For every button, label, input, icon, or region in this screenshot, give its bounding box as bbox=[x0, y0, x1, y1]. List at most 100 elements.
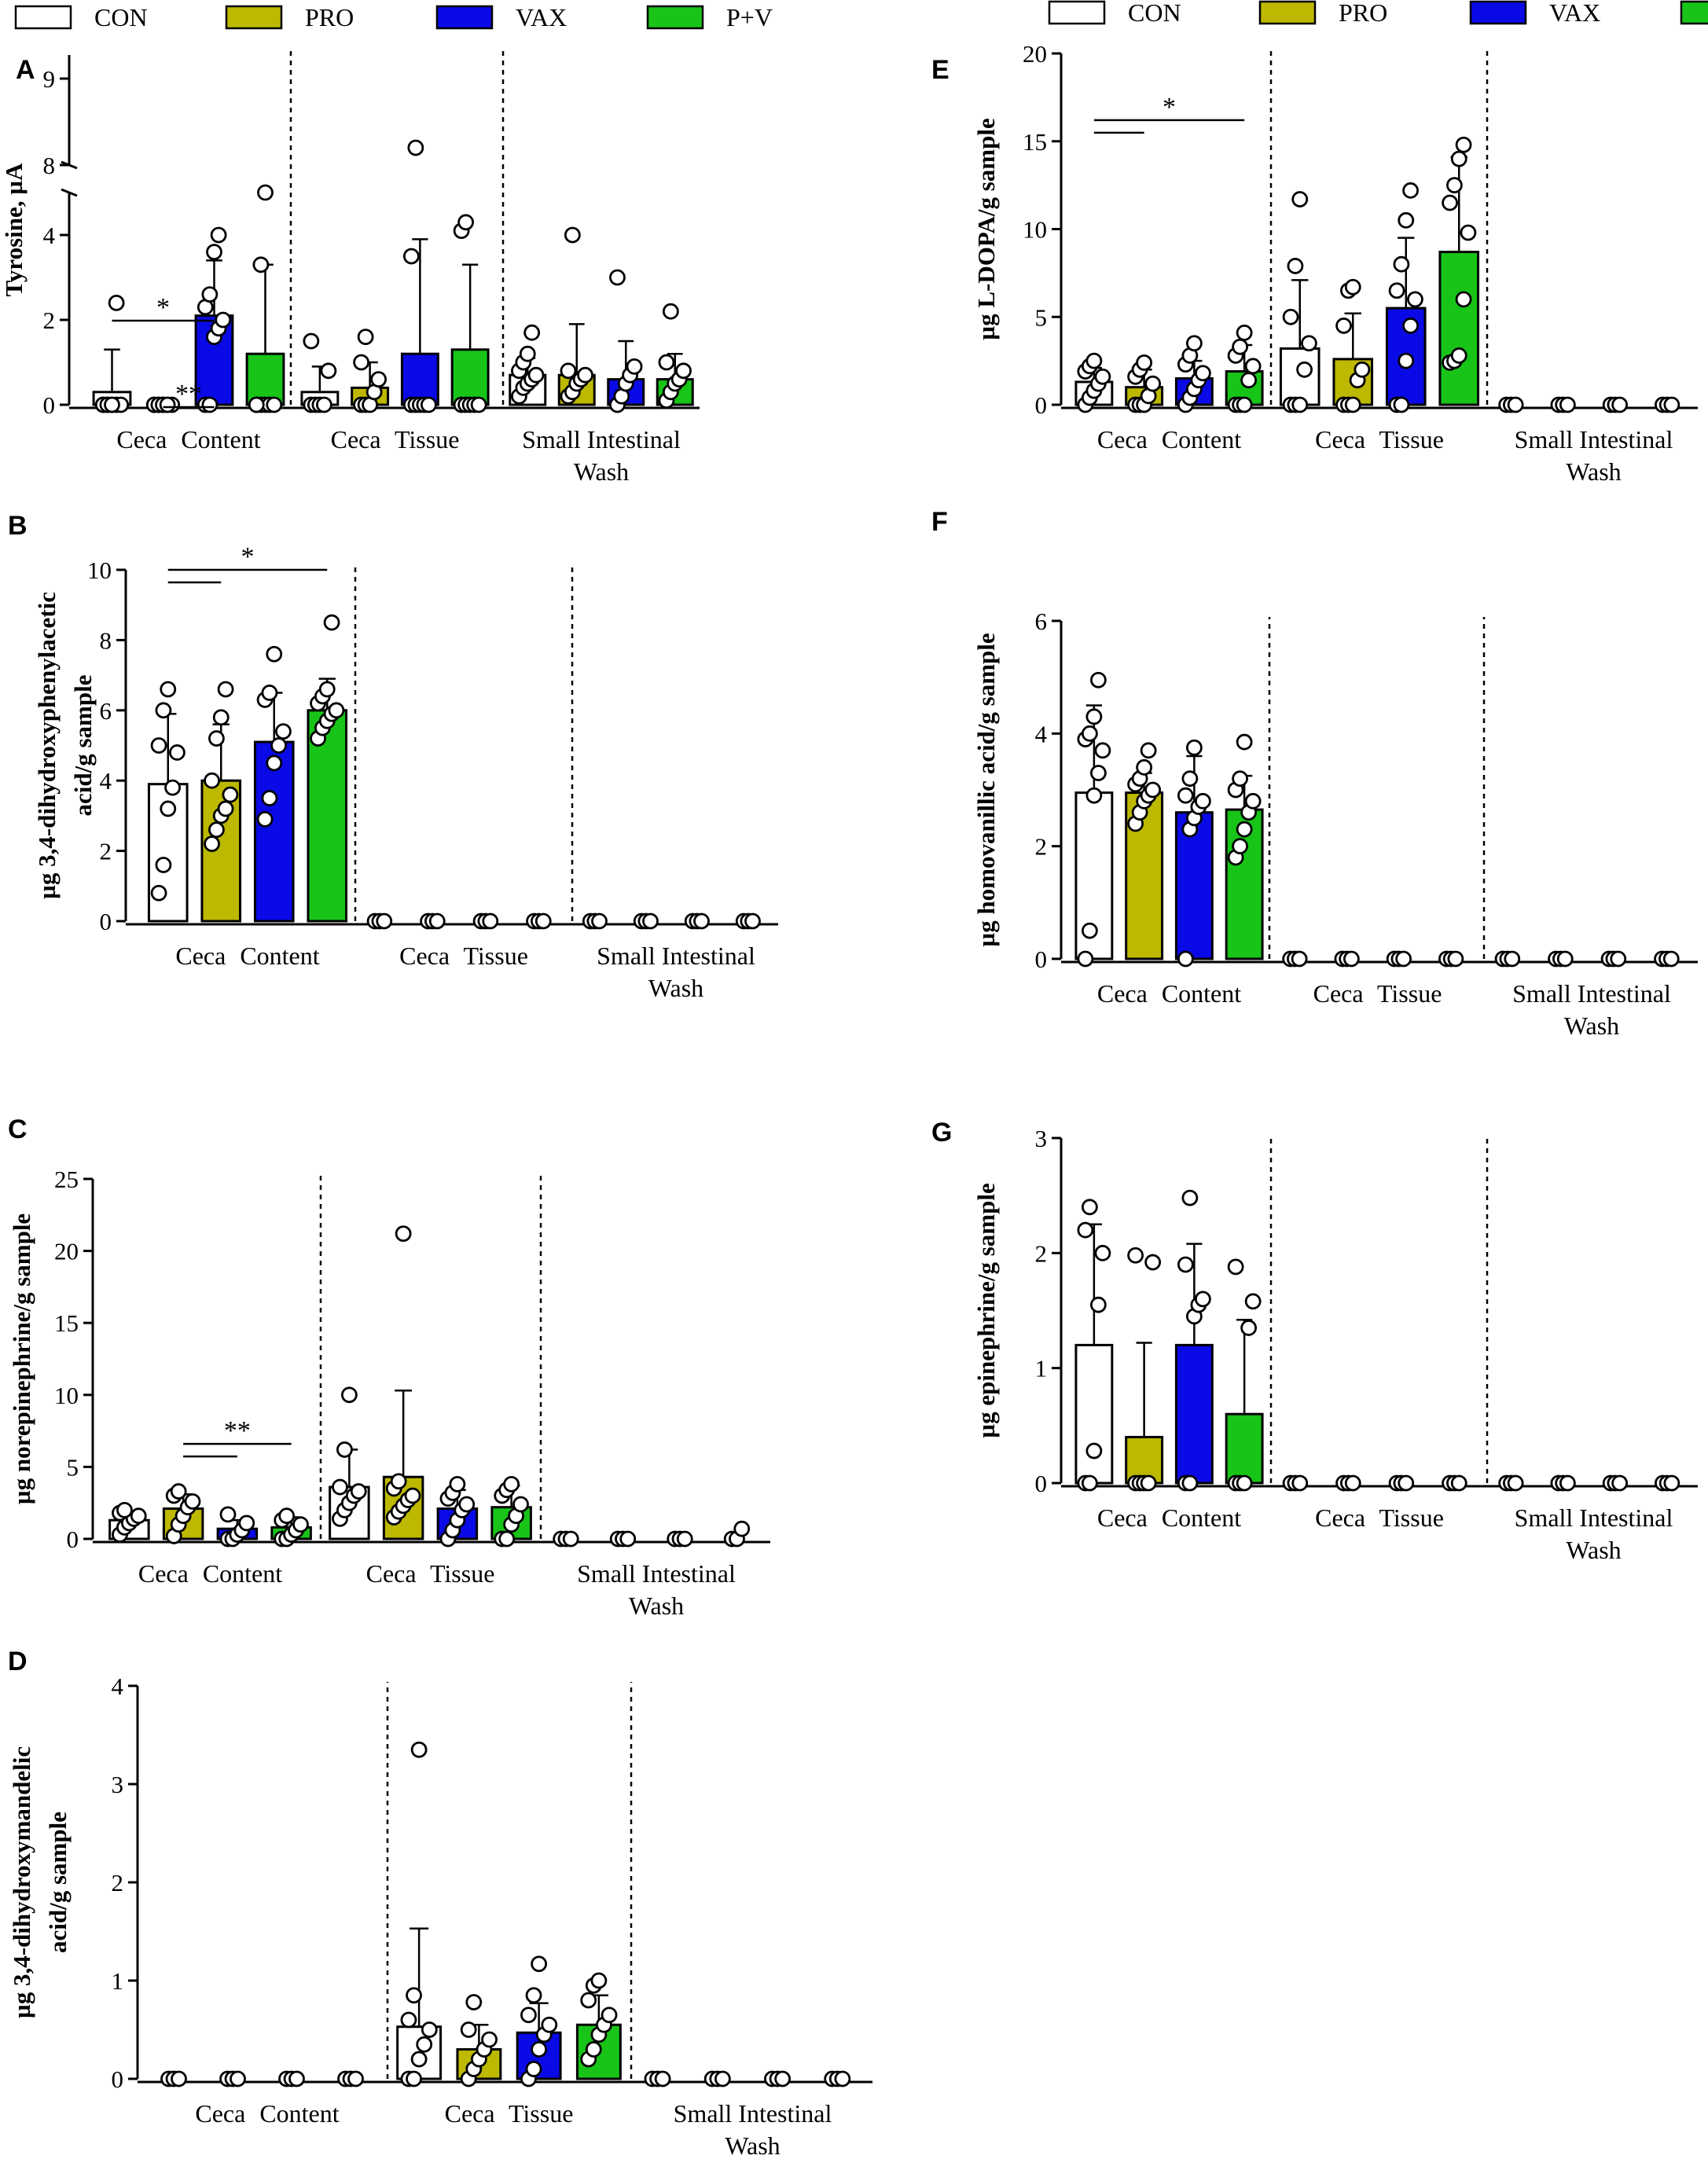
data-point bbox=[449, 1475, 466, 1493]
data-point bbox=[315, 396, 332, 413]
panel-a: A 0 2 4 8 9 Tyrosine, µA Ceca Content Ceca Tissu… bbox=[0, 51, 700, 486]
bar-ppv bbox=[1225, 1412, 1264, 1485]
group-label: Ceca Content bbox=[175, 942, 319, 970]
data-point bbox=[1077, 950, 1094, 968]
data-point bbox=[1181, 1474, 1199, 1492]
data-point bbox=[1388, 282, 1405, 299]
y-tick-label: 2 bbox=[100, 838, 112, 865]
data-point bbox=[1185, 335, 1203, 352]
y-tick-label: 4 bbox=[100, 767, 112, 795]
data-point bbox=[609, 269, 626, 286]
data-point bbox=[357, 329, 374, 346]
data-point bbox=[1236, 396, 1253, 413]
data-point bbox=[266, 755, 283, 772]
data-point bbox=[693, 912, 710, 930]
data-point bbox=[1232, 838, 1249, 855]
data-point bbox=[591, 912, 608, 930]
data-point bbox=[675, 362, 692, 380]
data-point bbox=[340, 1386, 358, 1404]
legend-swatch-vax bbox=[435, 5, 494, 30]
data-point bbox=[527, 366, 545, 384]
data-point bbox=[1301, 335, 1317, 352]
data-point bbox=[1291, 1474, 1309, 1492]
data-point bbox=[150, 884, 167, 901]
data-point bbox=[410, 1741, 428, 1758]
group-ceca-content bbox=[92, 184, 285, 413]
y-tick-label: 0 bbox=[1035, 945, 1048, 973]
data-point bbox=[261, 685, 278, 701]
data-point bbox=[1094, 742, 1111, 759]
data-point bbox=[1446, 177, 1463, 194]
data-point bbox=[1611, 1474, 1629, 1492]
data-point bbox=[1236, 821, 1253, 838]
data-point bbox=[1460, 224, 1477, 241]
y-tick-label: 15 bbox=[54, 1309, 79, 1337]
data-point bbox=[1127, 1247, 1144, 1264]
data-point bbox=[1085, 708, 1103, 725]
data-point bbox=[208, 730, 225, 747]
data-point bbox=[400, 2011, 417, 2029]
data-point bbox=[1232, 338, 1249, 355]
data-point bbox=[1081, 725, 1098, 742]
data-point bbox=[1177, 950, 1194, 968]
y-tick-label: 2 bbox=[112, 1869, 124, 1896]
group-label: Ceca Tissue bbox=[1315, 425, 1444, 453]
y-tick-label: 5 bbox=[1035, 303, 1048, 331]
data-point bbox=[1181, 1189, 1199, 1206]
data-point bbox=[1089, 671, 1107, 688]
legend-label-pro: PRO bbox=[1339, 0, 1387, 27]
group-label: Small Intestinal bbox=[1515, 425, 1673, 453]
data-point bbox=[1662, 950, 1680, 968]
data-point bbox=[406, 1987, 422, 2004]
data-point bbox=[525, 1987, 542, 2004]
data-point bbox=[601, 2007, 618, 2024]
data-point bbox=[376, 912, 393, 930]
y-tick-label: 3 bbox=[112, 1771, 124, 1798]
y-axis-label: Tyrosine, µA bbox=[0, 163, 28, 297]
y-axis-label: acid/g sample bbox=[44, 1812, 72, 1953]
data-point bbox=[541, 2016, 558, 2033]
data-point bbox=[498, 1530, 516, 1548]
data-point bbox=[1354, 361, 1371, 378]
data-point bbox=[164, 779, 181, 796]
group-label: Ceca Content bbox=[116, 425, 260, 453]
data-point bbox=[1291, 191, 1309, 207]
panel-letter-d: D bbox=[8, 1647, 28, 1676]
legend-label-pro: PRO bbox=[305, 3, 354, 31]
data-point bbox=[531, 2041, 548, 2058]
legend-label-vax: VAX bbox=[1549, 0, 1600, 27]
data-point bbox=[270, 737, 287, 754]
data-point bbox=[292, 1516, 309, 1533]
group-label: Small Intestinal bbox=[597, 942, 755, 970]
data-point bbox=[1402, 318, 1419, 334]
data-point bbox=[654, 2070, 671, 2087]
y-tick-label: 9 bbox=[43, 65, 56, 93]
data-point bbox=[416, 2036, 433, 2053]
y-tick-label: 25 bbox=[54, 1166, 79, 1193]
data-point bbox=[1287, 258, 1304, 274]
group-label: Wash bbox=[725, 2131, 780, 2160]
data-point bbox=[482, 912, 499, 930]
data-point bbox=[353, 354, 370, 371]
data-point bbox=[1663, 1474, 1680, 1492]
data-point bbox=[248, 396, 265, 413]
significance-label: ** bbox=[224, 1416, 251, 1445]
y-tick-label: 20 bbox=[1023, 40, 1047, 68]
data-point bbox=[1291, 396, 1309, 413]
data-point bbox=[642, 912, 659, 930]
data-point bbox=[1244, 1293, 1262, 1310]
legend-swatch-pro bbox=[225, 5, 283, 30]
data-point bbox=[407, 139, 424, 156]
data-point bbox=[212, 709, 230, 726]
data-point bbox=[519, 345, 536, 362]
data-point bbox=[619, 1530, 637, 1548]
data-point bbox=[160, 800, 177, 817]
data-point bbox=[230, 2070, 246, 2087]
data-point bbox=[1081, 922, 1098, 939]
group-label: Wash bbox=[1566, 457, 1621, 486]
y-tick-label: 6 bbox=[100, 697, 112, 725]
data-point bbox=[1177, 787, 1194, 804]
data-point bbox=[219, 1506, 237, 1523]
data-point bbox=[503, 1475, 520, 1493]
